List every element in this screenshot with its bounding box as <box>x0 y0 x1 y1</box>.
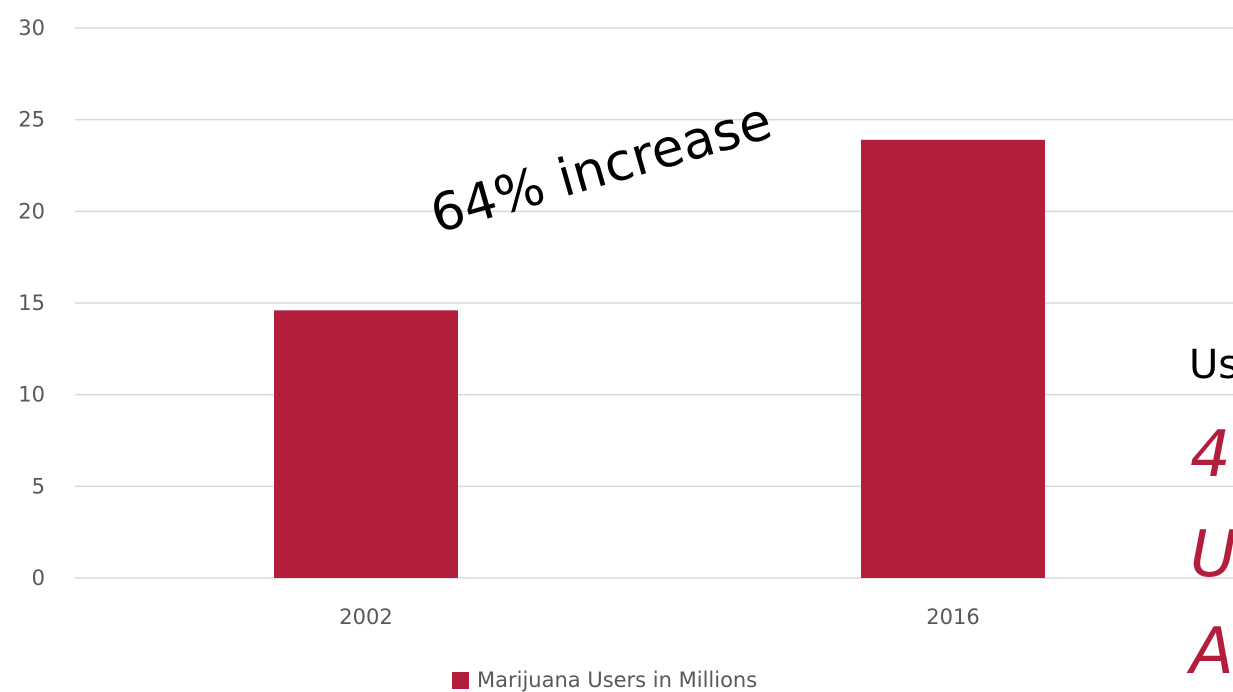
bar-2002 <box>274 310 458 578</box>
y-tick-label: 30 <box>18 16 45 40</box>
y-tick-label: 25 <box>18 108 45 132</box>
legend-swatch <box>452 671 469 689</box>
y-tick-label: 0 <box>32 566 45 590</box>
chart-legend: Marijuana Users in Millions <box>452 668 757 692</box>
x-tick-label: 2002 <box>339 605 392 629</box>
side-line-2: U <box>1190 518 1233 592</box>
side-line-1: 4 <box>1190 418 1231 492</box>
legend-label: Marijuana Users in Millions <box>477 668 758 692</box>
side-label: Us <box>1189 342 1233 388</box>
y-tick-label: 15 <box>18 291 45 315</box>
x-tick-label: 2016 <box>926 605 979 629</box>
side-line-3: A <box>1190 615 1233 689</box>
y-tick-label: 20 <box>18 199 45 223</box>
y-tick-label: 10 <box>18 383 45 407</box>
bar-2016 <box>861 139 1045 579</box>
y-tick-label: 5 <box>32 474 45 498</box>
